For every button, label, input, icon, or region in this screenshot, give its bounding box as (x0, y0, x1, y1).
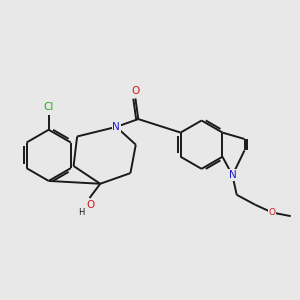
Text: O: O (269, 208, 276, 217)
Text: Cl: Cl (44, 102, 54, 112)
Text: N: N (112, 122, 120, 132)
Text: O: O (131, 85, 140, 96)
Text: H: H (79, 208, 85, 217)
Text: O: O (86, 200, 94, 210)
Text: N: N (229, 170, 236, 180)
